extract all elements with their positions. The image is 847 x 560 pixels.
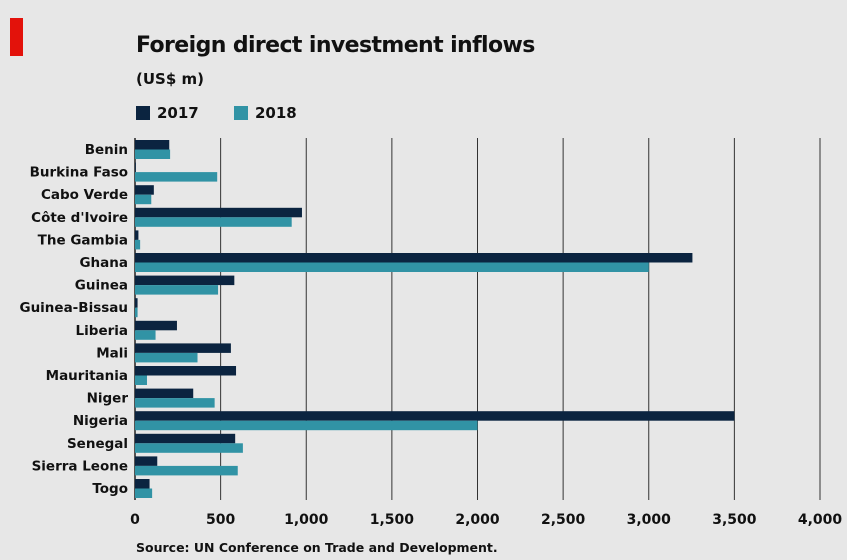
bar-2018-8 [135,330,156,340]
category-label: Cabo Verde [41,187,128,203]
x-tick-label: 1,000 [284,512,329,528]
bar-2018-7 [135,307,138,318]
bar-2018-9 [135,352,198,363]
category-label: Mauritania [46,368,128,384]
bar-2017-1 [135,162,136,173]
legend-label-2018: 2018 [255,104,297,122]
category-labels: Benin Burkina Faso Cabo Verde Côte d'Ivoire… [19,142,128,497]
category-label: Guinea [75,278,128,294]
bar-2017-14 [135,456,158,466]
bar-2017-5 [135,253,693,263]
category-label: Benin [85,142,128,158]
bar-2018-6 [135,285,219,295]
x-tick-label: 500 [206,512,235,528]
bar-2017-11 [135,388,194,399]
bar-2017-3 [135,207,302,218]
category-label: Senegal [67,436,128,452]
category-label: Sierra Leone [32,458,128,474]
category-label: Mali [96,345,128,361]
bar-2017-10 [135,366,237,376]
bar-2017-7 [135,298,138,308]
bar-2018-14 [135,465,238,476]
bar-2017-13 [135,433,236,444]
bar-2017-15 [135,479,150,489]
legend-item-2018: 2018 [234,102,297,124]
category-label: Togo [92,481,128,497]
category-label: Liberia [76,323,128,339]
legend-swatch-2017 [136,106,150,120]
x-tick-label: 2,000 [455,512,500,528]
bar-2018-15 [135,488,153,498]
bar-2017-8 [135,320,177,331]
category-label: Nigeria [73,413,128,429]
bar-2018-11 [135,398,215,408]
bar-2018-3 [135,217,292,227]
source-note: Source: UN Conference on Trade and Devel… [136,540,498,555]
category-label: Burkina Faso [30,165,128,181]
legend-label-2017: 2017 [157,104,199,122]
legend-item-2017: 2017 [136,102,199,124]
x-tick-label: 2,500 [541,512,586,528]
category-label: The Gambia [38,232,128,248]
bar-2018-5 [135,262,649,272]
x-tick-label: 1,500 [370,512,415,528]
bar-2017-2 [135,185,154,195]
category-label: Guinea-Bissau [19,300,128,316]
bar-2018-13 [135,443,243,453]
bar-2018-0 [135,149,171,159]
bar-2017-6 [135,275,235,286]
bar-2017-0 [135,140,170,150]
brand-red-bar [10,18,23,56]
x-tick-label: 0 [130,512,140,528]
bar-2017-9 [135,343,231,353]
chart-subtitle: (US$ m) [136,70,204,88]
bar-2018-2 [135,194,152,205]
x-axis-tick-labels: 0 500 1,000 1,500 2,000 2,500 3,000 3,500 4,000 [130,512,842,528]
x-tick-label: 4,000 [798,512,843,528]
legend-swatch-2018 [234,106,248,120]
x-tick-label: 3,500 [712,512,757,528]
bar-2017-4 [135,230,139,240]
bars [135,140,735,498]
bar-2018-12 [135,420,478,431]
category-label: Niger [87,391,129,407]
bar-2018-4 [135,239,141,250]
x-tick-label: 3,000 [627,512,672,528]
bar-2018-1 [135,172,218,182]
category-label: Ghana [79,255,128,271]
bar-2018-10 [135,375,147,385]
chart-title: Foreign direct investment inflows [136,33,535,58]
bar-2017-12 [135,411,735,421]
category-label: Côte d'Ivoire [31,210,128,226]
